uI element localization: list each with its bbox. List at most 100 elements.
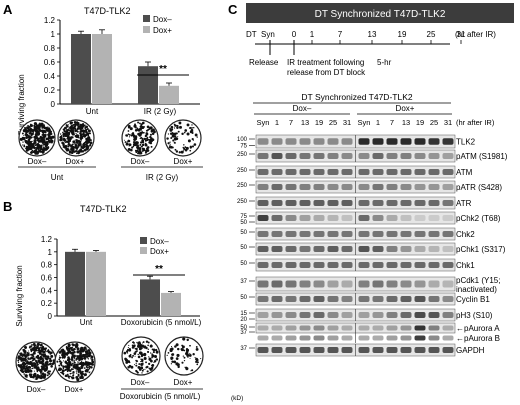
lane-label: 1 [275,118,279,127]
blot-row: ←pAurora B [257,333,500,343]
y-tick-label: 0 [51,100,56,109]
panel-a-letter: A [3,2,13,17]
blot-band [257,184,269,190]
lane-label: 1 [376,118,380,127]
blot-band [372,215,384,221]
y-tick-label: 0.6 [44,58,56,67]
blot-band [299,138,311,145]
panel-a-plates [18,119,202,157]
panel-a: A T47D-TLK2 Surviving fraction 0 0.2 0.4 0.… [3,2,203,182]
blot-band [358,312,370,318]
colony-plate [121,336,161,376]
blot-band [358,296,370,302]
blot-band [386,138,398,145]
blot-band [257,347,269,353]
timeline-syn: Syn [261,30,275,39]
blot-protein-label: pCdk1 (Y15; [456,276,500,285]
blot-band [313,280,325,288]
blot-band [257,335,269,341]
blot-band [327,200,339,206]
timeline-tick-label: 31 [457,30,466,39]
group-label-unt: Unt [80,318,93,327]
timeline-treatment: IR treatment following [287,58,364,67]
blot-band [428,325,440,331]
blot-title: DT Synchronized T47D-TLK2 [301,92,412,102]
blot-band [299,215,311,221]
y-tick-label: 0.2 [44,86,56,95]
blot-protein-label: pH3 (S10) [456,311,493,320]
blot-band [285,347,297,353]
legend-swatch-dox-plus [140,247,147,254]
mw-marker: 50 [240,325,247,331]
blot-row: ATM 250 [237,165,473,179]
legend-swatch-dox-minus [140,237,147,244]
mw-marker: 75 [240,214,247,220]
blot-band [442,184,454,190]
timeline-tick-label: 19 [398,30,407,39]
blot-band [428,296,440,302]
blot-protein-label: ATM [456,168,473,177]
lane-label: 19 [315,118,323,127]
blot-band [372,347,384,353]
colony-plate [57,119,95,157]
panel-a-bars [71,29,179,104]
blot-band [414,347,426,353]
blot-band [341,184,353,190]
blot-band [327,280,339,288]
legend-dox-plus: Dox+ [153,26,172,35]
blot-band [400,312,412,318]
blot-lane-unit: (hr after IR) [456,118,495,127]
blot-row: GAPDH 37 [240,343,485,357]
blot-band [358,215,370,221]
blot-band [271,246,283,252]
blot-band [442,262,454,268]
blot-band [414,262,426,268]
blot-band [442,312,454,318]
blot-band [299,262,311,268]
blot-band [358,262,370,268]
blot-band [400,246,412,252]
blot-band [285,262,297,268]
mw-marker: 50 [240,220,247,226]
blot-band [386,280,398,288]
blot-band [400,153,412,159]
plate-label: Dox– [131,157,150,166]
blot-band [313,169,325,175]
blot-band [358,246,370,252]
blot-band [327,347,339,353]
blot-band [257,169,269,175]
blot-band [358,280,370,288]
blot-band [327,231,339,237]
panel-c-banner-text: DT Synchronized T47D-TLK2 [315,9,446,20]
blot-protein-label: GAPDH [456,346,485,355]
timeline-treatment-2: release from DT block [287,68,366,77]
blot-band [299,184,311,190]
blot-band [442,296,454,302]
blot-band [285,200,297,206]
lane-label: 13 [301,118,309,127]
blot-band [341,138,353,145]
blot-band [257,262,269,268]
y-tick-label: 0.4 [44,72,56,81]
blot-band [299,296,311,302]
timeline-tick-label: 13 [368,30,377,39]
blot-band [341,312,353,318]
blot-band [327,215,339,221]
blot-band [327,296,339,302]
blot-protein-label: pATM (S1981) [456,152,508,161]
blot-band [442,280,454,288]
blot-band [400,347,412,353]
blot-band [386,312,398,318]
blot-band [428,184,440,190]
blot-band [313,312,325,318]
timeline: DT Syn 0 1 7 13 19 25 31 (hr after IR) Releas… [246,30,496,77]
blot-band [442,215,454,221]
blot-band [341,200,353,206]
mw-marker: 50 [240,261,247,267]
blot-band [428,138,440,145]
lane-label: 13 [402,118,410,127]
blot-band [313,296,325,302]
blot-band [271,325,283,331]
